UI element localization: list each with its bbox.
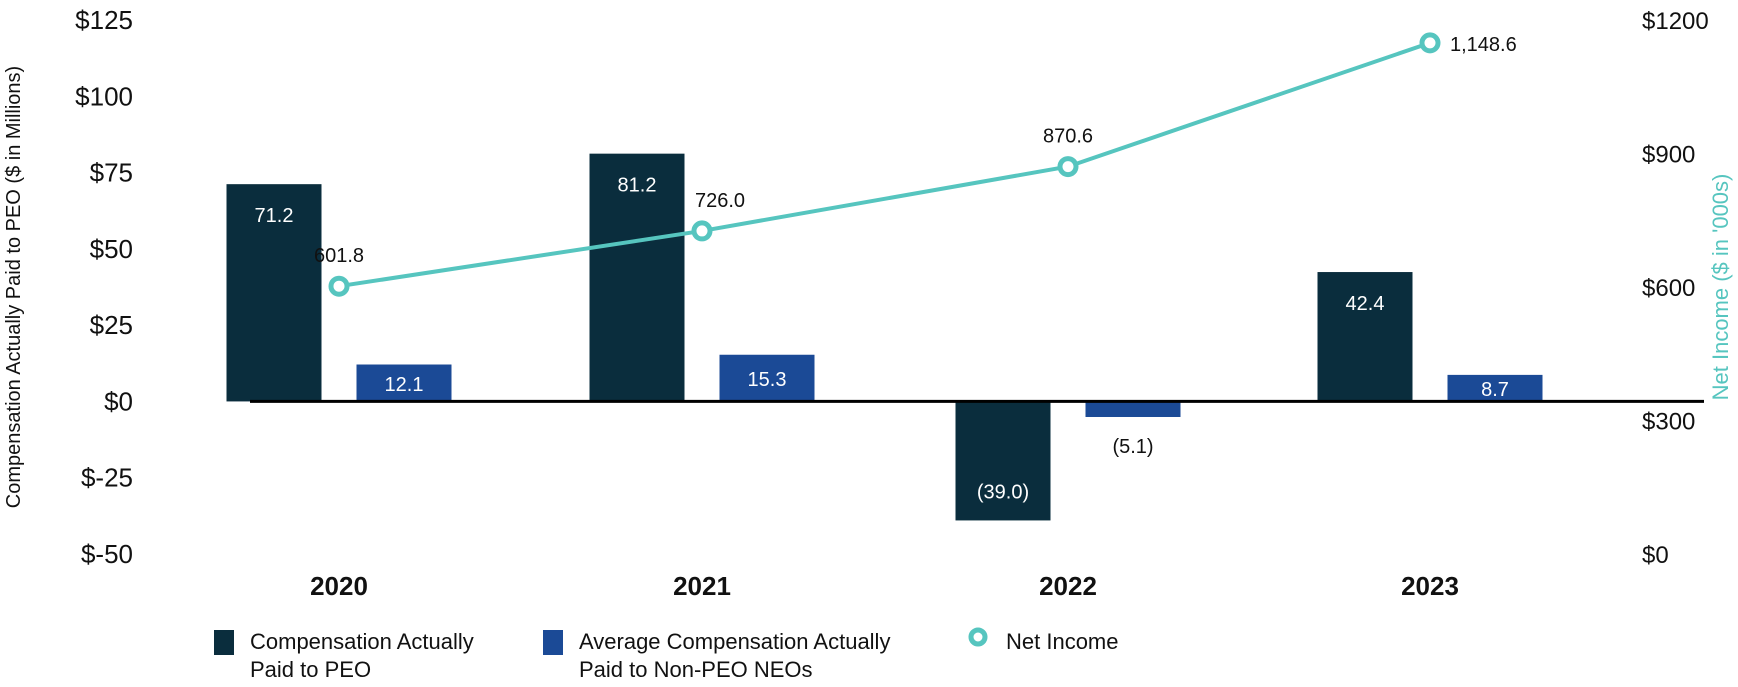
net-income-marker [328,275,350,297]
bar-peo [1317,272,1413,402]
bar-peo [589,153,685,402]
legend-swatch [214,630,234,655]
y-tick-label: $50 [90,234,133,264]
bar-label: 8.7 [1481,379,1509,401]
bar-label: 42.4 [1346,293,1385,315]
y2-tick-label: $0 [1642,542,1669,569]
y2-axis-title: Net Income ($ in '000s) [1708,174,1733,401]
legend-item: Average Compensation Actually Paid to Non… [579,629,890,682]
y2-tick-label: $300 [1642,409,1695,436]
net-income-marker [1419,32,1441,54]
bar-label: 15.3 [748,369,787,391]
bar-peo [226,184,322,402]
net-income-label: 870.6 [1043,126,1093,148]
net-income-marker [691,220,713,242]
bar-label: 81.2 [618,175,657,197]
x-tick-label: 2022 [1039,571,1097,601]
legend-marker [968,627,988,647]
bar-peo [955,401,1051,521]
legend-item: Compensation Actually Paid to PEO [250,629,474,682]
y2-tick-label: $900 [1642,142,1695,169]
bar-neo [719,354,815,402]
bar-label: 71.2 [255,205,294,227]
legend-swatch [543,630,563,655]
y-tick-label: $100 [75,81,133,111]
net-income-label: 601.8 [314,245,364,267]
x-tick-label: 2023 [1401,571,1459,601]
net-income-marker [1057,156,1079,178]
y-tick-label: $0 [104,386,133,416]
net-income-label: 726.0 [695,190,745,212]
bar-neo [1447,374,1543,402]
bar-neo [1085,401,1181,417]
y-tick-label: $75 [90,158,133,188]
x-tick-label: 2020 [310,571,368,601]
bar-neo [356,364,452,402]
y2-tick-label: $600 [1642,275,1695,302]
bar-label: (39.0) [977,481,1029,503]
legend-item: Net Income [1006,629,1119,654]
net-income-label: 1,148.6 [1450,34,1517,56]
y-tick-label: $25 [90,310,133,340]
bar-label: (5.1) [1112,436,1153,458]
y-tick-label: $-25 [81,463,133,493]
y-tick-label: $-50 [81,539,133,569]
net-income-line [338,40,1431,289]
x-tick-label: 2021 [673,571,731,601]
y2-tick-label: $1200 [1642,8,1709,35]
y-tick-label: $125 [75,5,133,35]
y-axis-title: Compensation Actually Paid to PEO ($ in … [3,66,25,508]
bar-label: 12.1 [385,374,424,396]
